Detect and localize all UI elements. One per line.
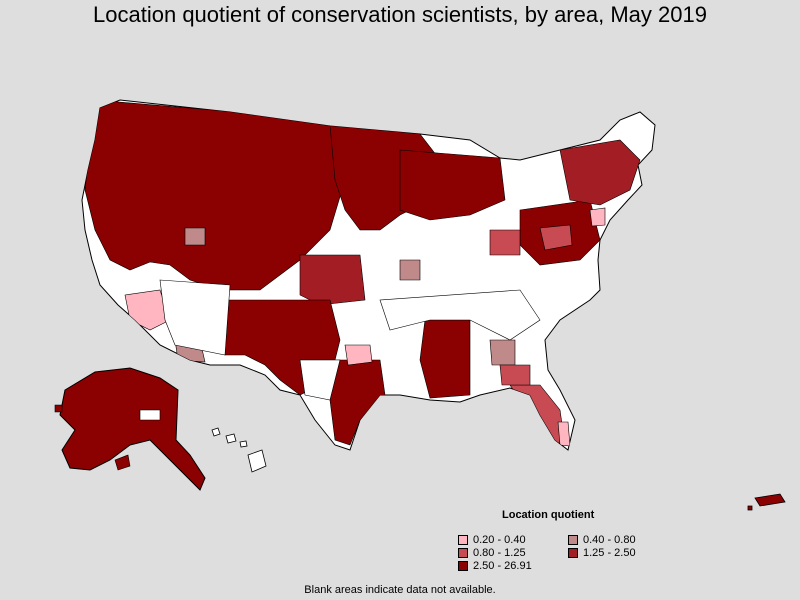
area-oh-medium (489, 229, 521, 256)
area-northeast (559, 139, 641, 206)
legend-item-3: 1.25 - 2.50 (568, 546, 636, 559)
legend-item-0: 0.20 - 0.40 (458, 533, 526, 546)
legend-item-1: 0.40 - 0.80 (568, 533, 636, 546)
area-texas-nodata (299, 359, 341, 401)
area-mo-mauve (399, 259, 421, 281)
legend-label-1: 0.40 - 0.80 (583, 533, 636, 546)
legend-label-0: 0.20 - 0.40 (473, 533, 526, 546)
legend-swatch-2 (458, 547, 468, 558)
area-mississippi (419, 319, 471, 399)
area-great-lakes (399, 149, 506, 221)
area-az-nodata (159, 279, 231, 356)
puerto-rico-region (747, 493, 786, 511)
area-ga-mauve (489, 339, 516, 366)
area-ny-pink (589, 207, 606, 227)
area-pa-medium (539, 224, 573, 251)
area-northwest (84, 100, 346, 291)
legend-label-4: 2.50 - 26.91 (473, 559, 532, 572)
area-midsouth-nodata (379, 289, 541, 341)
map-title: Location quotient of conservation scient… (93, 2, 707, 27)
legend-title: Location quotient (502, 509, 595, 521)
legend-swatch-1 (568, 534, 578, 545)
area-fl-pink (557, 421, 571, 447)
hawaii-region (211, 427, 267, 473)
area-texas-pink (344, 344, 373, 366)
area-al-medium (499, 364, 531, 386)
area-co-mauve (184, 227, 206, 246)
legend-swatch-0 (458, 534, 468, 545)
legend-label-2: 0.80 - 1.25 (473, 546, 526, 559)
legend-swatch-3 (568, 547, 578, 558)
area-texas-gulf (329, 359, 386, 446)
area-fills (84, 100, 641, 447)
legend-swatch-4 (458, 560, 468, 571)
footnote: Blank areas indicate data not available. (304, 584, 496, 596)
area-kansas (299, 254, 366, 306)
alaska-region (54, 367, 206, 491)
legend-item-4: 2.50 - 26.91 (458, 559, 532, 572)
legend-item-2: 0.80 - 1.25 (458, 546, 526, 559)
legend-label-3: 1.25 - 2.50 (583, 546, 636, 559)
map-legend: Location quotient 0.20 - 0.40 0.40 - 0.8… (452, 507, 682, 577)
